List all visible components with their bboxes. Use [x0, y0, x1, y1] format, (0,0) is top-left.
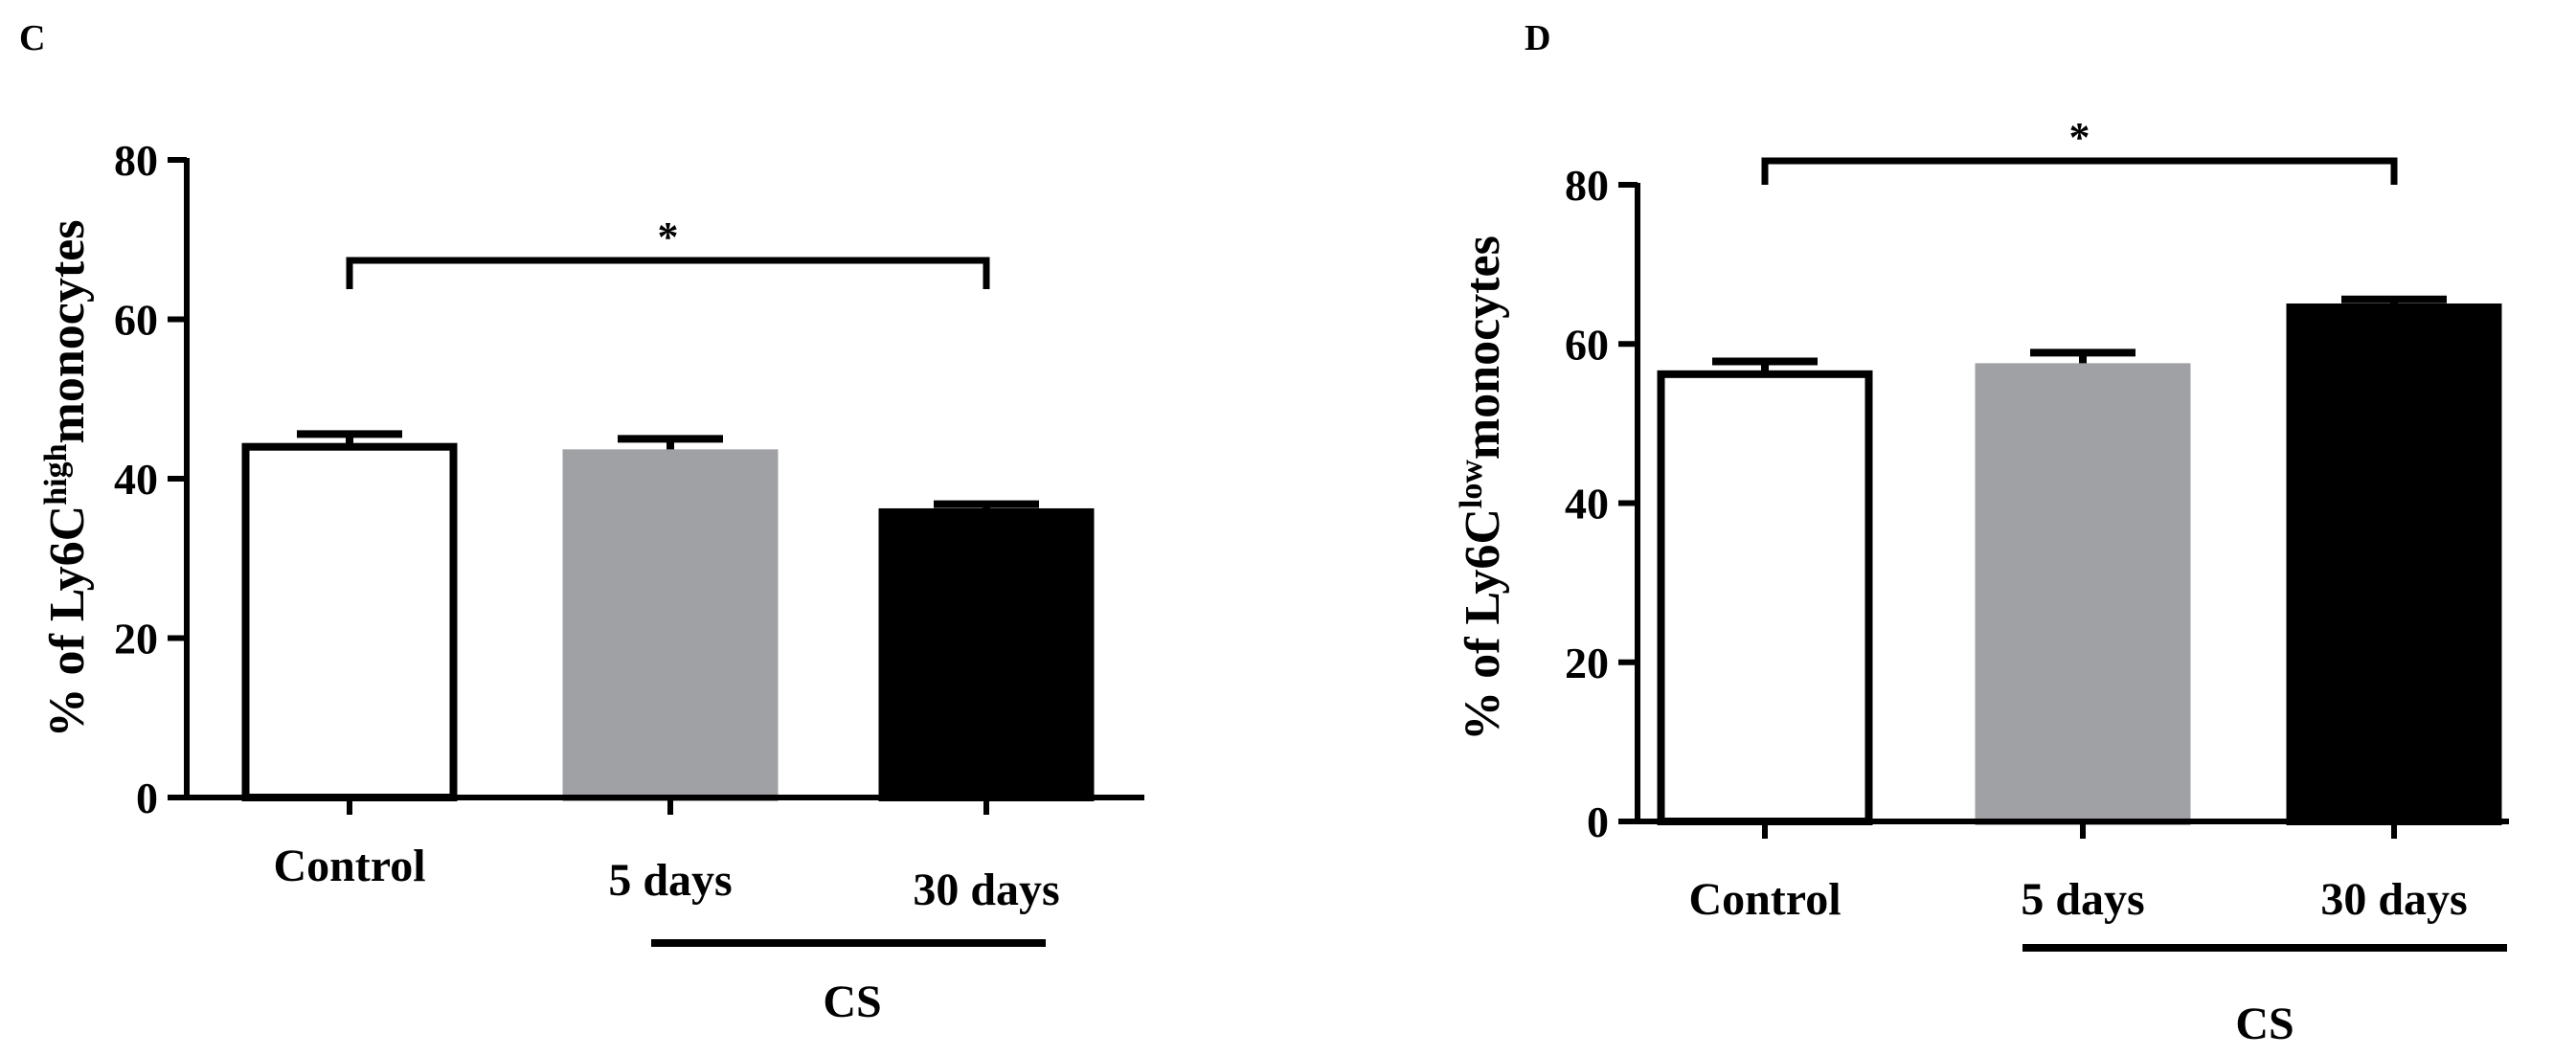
y-tick-label: 0 [1587, 798, 1609, 846]
y-axis-label-prefix: % of Ly6C [40, 506, 95, 738]
y-axis-label-suffix: monocytes [1456, 236, 1510, 460]
bar-5-days [1975, 363, 2191, 825]
x-tick-label: Control [273, 841, 425, 891]
y-axis-label-superscript: high [38, 443, 74, 505]
chart-panel-d: D 0 20 40 60 80 Control 5 days 30 days % of Ly6Cl… [1454, 18, 2509, 1049]
y-axis-label-superscript: low [1454, 460, 1489, 508]
y-tick-label: 40 [114, 455, 158, 504]
y-tick-label: 40 [1565, 480, 1609, 528]
y-axis-label: % of Ly6Chighmonocytes [38, 220, 95, 738]
y-axis-label-prefix: % of Ly6C [1456, 508, 1510, 741]
x-tick-label: 30 days [2320, 874, 2467, 925]
group-label: CS [2235, 999, 2294, 1049]
x-tick-label: Control [1688, 874, 1841, 925]
significance-bracket [346, 257, 990, 289]
y-tick-label: 80 [1565, 161, 1609, 210]
chart-panel-c: C 0 20 40 60 80 Control 5 days 30 days % of Ly6Ch… [19, 18, 1144, 1027]
group-label: CS [823, 977, 881, 1027]
y-tick-label: 20 [1565, 639, 1609, 687]
y-tick-label: 0 [136, 774, 158, 822]
y-axis-label-suffix: monocytes [40, 220, 95, 444]
bar-control [241, 442, 458, 801]
significance-label: * [658, 213, 679, 260]
bar-5-days [562, 449, 779, 801]
bar-control [1657, 370, 1873, 825]
y-tick-label: 60 [1565, 320, 1609, 369]
x-tick-label: 5 days [2021, 874, 2144, 925]
y-tick-label: 80 [114, 136, 158, 185]
bar-30-days [2286, 303, 2502, 825]
y-tick-label: 20 [114, 615, 158, 663]
panel-label: C [19, 18, 45, 58]
y-tick-label: 60 [114, 296, 158, 345]
bar-30-days [878, 507, 1095, 802]
significance-label: * [2069, 114, 2090, 161]
y-axis-label: % of Ly6Clowmonocytes [1454, 236, 1510, 741]
panel-label: D [1525, 18, 1550, 58]
x-tick-label: 30 days [913, 865, 1059, 915]
significance-bracket [1761, 157, 2398, 185]
x-tick-label: 5 days [608, 855, 732, 906]
